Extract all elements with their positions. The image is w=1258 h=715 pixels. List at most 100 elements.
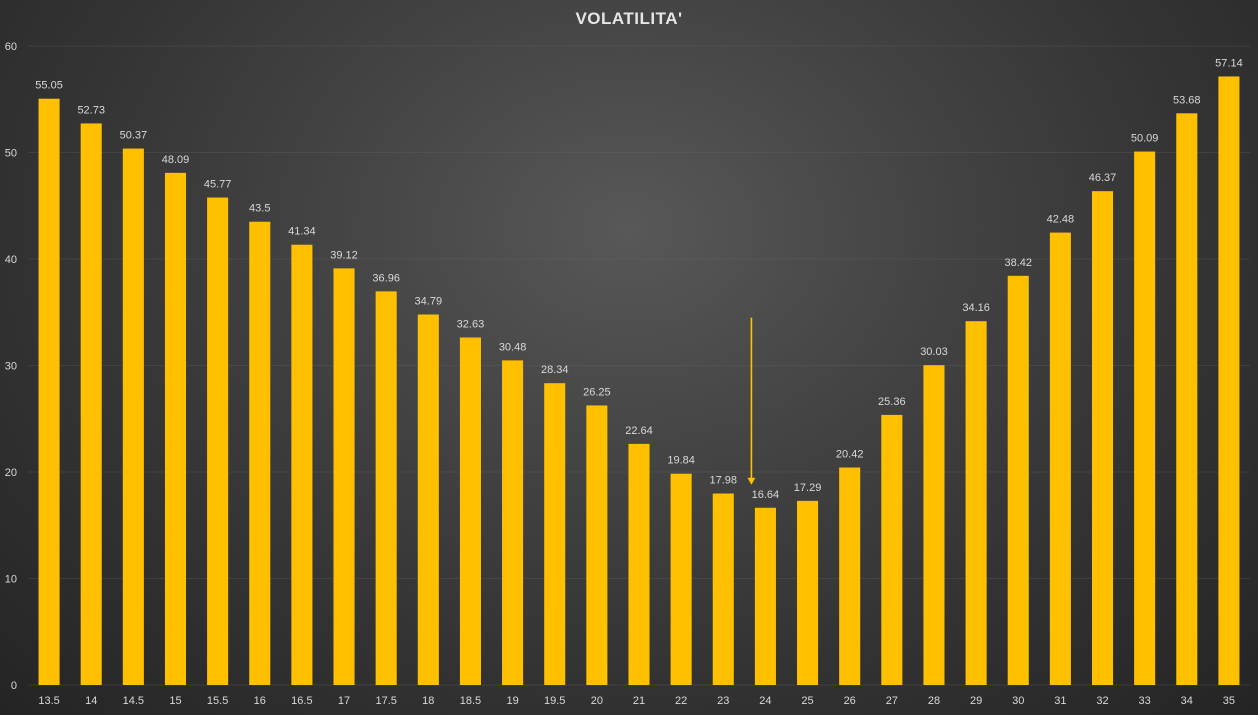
y-tick-label: 30 [5, 361, 17, 373]
bar [207, 197, 229, 685]
x-tick-label: 23 [717, 695, 729, 707]
data-label: 45.77 [204, 179, 232, 191]
y-tick-label: 20 [5, 467, 17, 479]
x-axis-ticks: 13.5 14 14.5 15 15.5 16 16.5 17 17.5 18 18.5 19 19.5… [38, 695, 1235, 707]
x-tick-label: 19.5 [544, 695, 565, 707]
bar [1134, 151, 1156, 685]
x-tick-label: 15 [169, 695, 181, 707]
bar [1049, 232, 1071, 685]
bar [923, 365, 945, 685]
bar [628, 443, 650, 685]
data-label: 34.79 [415, 295, 443, 307]
x-tick-label: 20 [591, 695, 603, 707]
y-tick-label: 0 [11, 680, 17, 692]
bar [712, 493, 734, 685]
data-label: 50.09 [1131, 133, 1159, 145]
x-tick-label: 32 [1096, 695, 1108, 707]
x-tick-label: 31 [1054, 695, 1066, 707]
x-tick-label: 22 [675, 695, 687, 707]
x-tick-label: 15.5 [207, 695, 228, 707]
bar [670, 473, 692, 685]
bar [544, 383, 566, 685]
bar [291, 244, 313, 685]
data-label: 28.34 [541, 364, 569, 376]
bar [965, 321, 987, 685]
bar [1176, 113, 1198, 686]
data-label: 26.25 [583, 386, 611, 398]
x-tick-label: 14 [85, 695, 97, 707]
bar [80, 123, 102, 686]
bar [38, 98, 60, 685]
x-tick-label: 28 [928, 695, 940, 707]
x-tick-label: 21 [633, 695, 645, 707]
bar [1218, 76, 1240, 686]
annotations [747, 317, 756, 485]
data-label: 55.05 [35, 80, 63, 92]
x-tick-label: 25 [801, 695, 813, 707]
bar [459, 337, 481, 685]
y-tick-label: 10 [5, 574, 17, 586]
bar [839, 467, 861, 685]
y-tick-label: 60 [5, 41, 17, 53]
x-tick-label: 35 [1223, 695, 1235, 707]
data-label: 48.09 [162, 154, 190, 166]
data-label: 25.36 [878, 396, 906, 408]
data-label: 17.29 [794, 482, 822, 494]
x-tick-label: 18.5 [460, 695, 481, 707]
bar [1007, 275, 1029, 685]
bar [249, 221, 271, 685]
data-label: 36.96 [372, 272, 400, 284]
data-label: 50.37 [120, 130, 148, 142]
bar [797, 500, 819, 685]
data-labels: 55.05 52.73 50.37 48.09 45.77 43.5 41.34 39.12 3… [35, 57, 1242, 500]
bar [375, 291, 397, 685]
data-label: 17.98 [710, 475, 738, 487]
data-label: 43.5 [249, 203, 270, 215]
bar [586, 405, 608, 685]
y-tick-label: 50 [5, 148, 17, 160]
bar [502, 360, 524, 685]
x-tick-label: 27 [886, 695, 898, 707]
data-label: 52.73 [77, 104, 105, 116]
bar [881, 414, 903, 685]
x-tick-label: 33 [1139, 695, 1151, 707]
arrow-head [747, 477, 756, 485]
data-label: 41.34 [288, 226, 316, 238]
x-tick-label: 18 [422, 695, 434, 707]
bar [754, 507, 776, 685]
x-tick-label: 16.5 [291, 695, 312, 707]
bar [1091, 191, 1114, 686]
x-tick-label: 30 [1012, 695, 1024, 707]
y-axis-ticks: 0 10 20 30 40 50 60 [5, 41, 17, 692]
data-label: 42.48 [1047, 214, 1075, 226]
data-label: 19.84 [667, 455, 695, 467]
x-tick-label: 34 [1181, 695, 1193, 707]
x-tick-label: 14.5 [123, 695, 144, 707]
x-tick-label: 26 [844, 695, 856, 707]
bars [38, 76, 1240, 686]
x-tick-label: 29 [970, 695, 982, 707]
data-label: 57.14 [1215, 57, 1243, 69]
bar [333, 268, 355, 685]
data-label: 22.64 [625, 425, 653, 437]
chart-title: VOLATILITA' [575, 9, 682, 28]
data-label: 38.42 [1004, 257, 1032, 269]
data-label: 53.68 [1173, 94, 1201, 106]
data-label: 30.03 [920, 346, 948, 358]
x-tick-label: 19 [506, 695, 518, 707]
bar [122, 148, 144, 685]
data-label: 20.42 [836, 449, 864, 461]
x-tick-label: 24 [759, 695, 771, 707]
x-tick-label: 17 [338, 695, 350, 707]
bar [417, 314, 439, 685]
data-label: 30.48 [499, 341, 527, 353]
data-label: 32.63 [457, 318, 485, 330]
x-tick-label: 13.5 [38, 695, 59, 707]
data-label: 34.16 [962, 302, 990, 314]
bar [164, 172, 187, 686]
data-label: 46.37 [1089, 172, 1117, 184]
data-label: 39.12 [330, 249, 358, 261]
data-label: 16.64 [752, 489, 780, 501]
